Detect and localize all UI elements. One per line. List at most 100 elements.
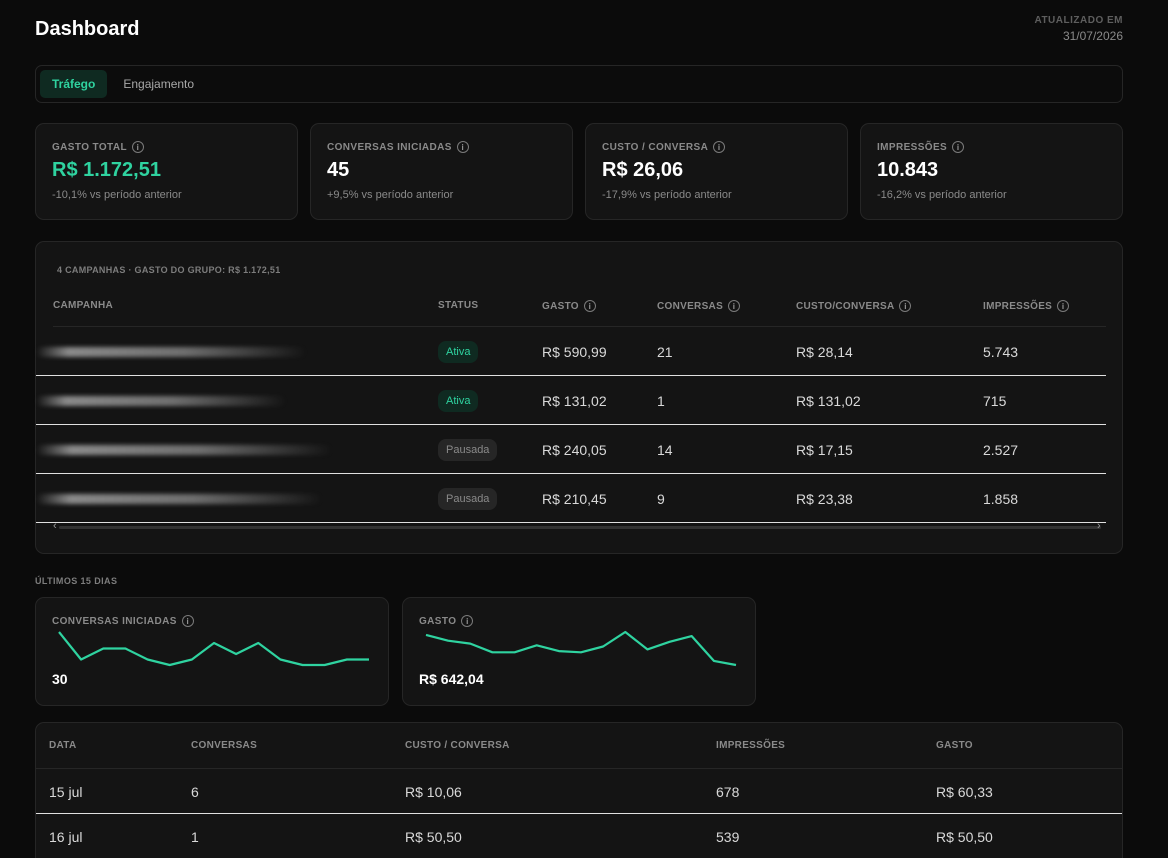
- table-row[interactable]: Ativa R$ 590,99 21 R$ 28,14 5.743: [36, 327, 1106, 376]
- horizontal-scrollbar[interactable]: [59, 526, 1101, 529]
- sparkline-chart: [58, 631, 369, 667]
- cell-gasto: R$ 240,05: [542, 441, 607, 458]
- kpi-card-custo-conversa: CUSTO / CONVERSA i R$ 26,06 -17,9% vs per…: [585, 123, 848, 220]
- kpi-value: 45: [327, 159, 350, 181]
- info-icon[interactable]: i: [899, 300, 912, 312]
- cell-impressoes: 678: [716, 783, 740, 800]
- column-header-impressoes[interactable]: IMPRESSÕES: [716, 740, 786, 751]
- kpi-label: CUSTO / CONVERSA: [602, 141, 709, 153]
- tab-bar: Tráfego Engajamento: [35, 65, 1123, 103]
- sparkline-chart: [425, 630, 737, 667]
- section-label: ÚLTIMOS 15 DIAS: [35, 576, 118, 586]
- table-row[interactable]: 16 jul 1 R$ 50,50 539 R$ 50,50: [36, 814, 1122, 858]
- info-icon[interactable]: i: [1057, 300, 1070, 312]
- divider: [53, 326, 1106, 327]
- column-header-gasto[interactable]: GASTO: [936, 740, 973, 751]
- kpi-label: GASTO TOTAL: [52, 141, 127, 153]
- kpi-card-impressoes: IMPRESSÕES i 10.843 -16,2% vs período ant…: [860, 123, 1123, 220]
- page-title: Dashboard: [35, 18, 140, 40]
- kpi-value: 10.843: [877, 159, 939, 181]
- column-header-custo-conversa[interactable]: CUSTO / CONVERSA: [405, 740, 510, 751]
- info-icon[interactable]: i: [131, 141, 144, 153]
- cell-data: 16 jul: [49, 828, 83, 845]
- campaigns-table: 4 CAMPANHAS · GASTO DO GRUPO: R$ 1.172,5…: [35, 241, 1123, 554]
- redacted-campaign-name: [36, 494, 322, 504]
- column-header-gasto[interactable]: GASTO i: [542, 300, 596, 312]
- divider: [36, 768, 1122, 769]
- column-header-conversas[interactable]: CONVERSAS i: [657, 300, 741, 312]
- column-header-custo-conversa[interactable]: CUSTO/CONVERSA i: [796, 300, 912, 312]
- cell-gasto: R$ 50,50: [936, 828, 993, 845]
- spark-value: 30: [52, 671, 68, 687]
- cell-custo: R$ 28,14: [796, 343, 853, 360]
- kpi-delta: +9,5% vs período anterior: [327, 189, 454, 201]
- kpi-value: R$ 26,06: [602, 159, 684, 181]
- redacted-campaign-name: [36, 347, 306, 357]
- kpi-delta: -17,9% vs período anterior: [602, 189, 732, 201]
- status-badge: Ativa: [438, 340, 479, 363]
- cell-conversas: 1: [657, 392, 665, 409]
- table-row[interactable]: 15 jul 6 R$ 10,06 678 R$ 60,33: [36, 769, 1122, 814]
- cell-data: 15 jul: [49, 783, 83, 800]
- divider: [36, 522, 1106, 523]
- cell-custo: R$ 50,50: [405, 828, 462, 845]
- cell-conversas: 6: [191, 783, 199, 800]
- cell-conversas: 1: [191, 828, 199, 845]
- info-icon[interactable]: i: [952, 141, 965, 153]
- kpi-card-conversas: CONVERSAS INICIADAS i 45 +9,5% vs período…: [310, 123, 573, 220]
- scroll-left-icon[interactable]: ‹: [53, 520, 57, 532]
- info-icon[interactable]: i: [456, 141, 469, 153]
- cell-impressoes: 539: [716, 828, 740, 845]
- status-badge: Pausada: [438, 438, 498, 461]
- divider: [36, 473, 1106, 474]
- info-icon[interactable]: i: [181, 615, 194, 627]
- info-icon[interactable]: i: [728, 300, 741, 312]
- status-badge: Ativa: [438, 389, 479, 412]
- cell-impressoes: 1.858: [983, 490, 1019, 507]
- cell-gasto: R$ 210,45: [542, 490, 607, 507]
- sparkline-series: [425, 630, 737, 667]
- column-header-campanha[interactable]: CAMPANHA: [53, 300, 113, 311]
- divider: [36, 424, 1106, 425]
- table-row[interactable]: Ativa R$ 131,02 1 R$ 131,02 715: [36, 376, 1106, 425]
- daily-table: DATA CONVERSAS CUSTO / CONVERSA IMPRESSÕ…: [35, 722, 1123, 858]
- cell-conversas: 21: [657, 343, 673, 360]
- column-header-conversas[interactable]: CONVERSAS: [191, 740, 258, 751]
- cell-impressoes: 715: [983, 392, 1007, 409]
- sparkline-card-conversas: CONVERSAS INICIADAS i 30: [35, 597, 389, 706]
- info-icon[interactable]: i: [713, 141, 726, 153]
- updated-date: 31/07/2026: [1062, 29, 1123, 43]
- table-row[interactable]: Pausada R$ 240,05 14 R$ 17,15 2.527: [36, 425, 1106, 474]
- status-badge: Pausada: [438, 487, 498, 510]
- spark-label: GASTO: [419, 615, 457, 627]
- kpi-value: R$ 1.172,51: [52, 159, 161, 181]
- info-icon[interactable]: i: [461, 615, 474, 627]
- divider: [36, 813, 1122, 814]
- cell-gasto: R$ 590,99: [542, 343, 607, 360]
- sparkline-series: [58, 631, 369, 667]
- spark-label: CONVERSAS INICIADAS: [52, 615, 177, 627]
- cell-custo: R$ 10,06: [405, 783, 462, 800]
- tab-engajamento[interactable]: Engajamento: [123, 77, 195, 91]
- column-header-status[interactable]: STATUS: [438, 300, 479, 311]
- table-row[interactable]: Pausada R$ 210,45 9 R$ 23,38 1.858: [36, 474, 1106, 523]
- kpi-delta: -16,2% vs período anterior: [877, 189, 1007, 201]
- kpi-card-gasto-total: GASTO TOTAL i R$ 1.172,51 -10,1% vs perío…: [35, 123, 298, 220]
- cell-conversas: 14: [657, 441, 673, 458]
- kpi-label: CONVERSAS INICIADAS: [327, 141, 452, 153]
- column-header-data[interactable]: DATA: [49, 740, 77, 751]
- kpi-label: IMPRESSÕES: [877, 141, 948, 153]
- cell-gasto: R$ 131,02: [542, 392, 607, 409]
- info-icon[interactable]: i: [583, 300, 596, 312]
- cell-conversas: 9: [657, 490, 665, 507]
- cell-impressoes: 2.527: [983, 441, 1019, 458]
- column-header-impressoes[interactable]: IMPRESSÕES i: [983, 300, 1070, 312]
- spark-value: R$ 642,04: [419, 671, 484, 687]
- cell-custo: R$ 23,38: [796, 490, 853, 507]
- cell-gasto: R$ 60,33: [936, 783, 993, 800]
- redacted-campaign-name: [36, 445, 332, 455]
- scroll-right-icon[interactable]: ›: [1097, 520, 1101, 532]
- kpi-delta: -10,1% vs período anterior: [52, 189, 182, 201]
- tab-trafego[interactable]: Tráfego: [40, 70, 108, 98]
- updated-info: ATUALIZADO EM 31/07/2026: [1034, 15, 1123, 43]
